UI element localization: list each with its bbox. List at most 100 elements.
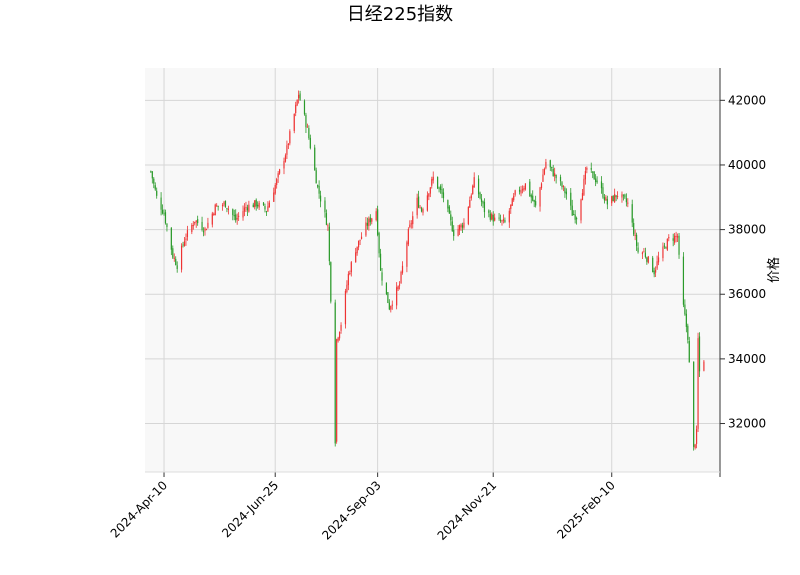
candle-body [533, 200, 535, 202]
candle-body [703, 361, 705, 371]
candle-body [492, 214, 494, 222]
candle-body [317, 185, 319, 187]
candle-body [682, 256, 685, 305]
candle-body [319, 195, 322, 202]
candle-body [334, 302, 336, 444]
candle-body [662, 246, 664, 259]
candle-body [576, 217, 578, 220]
candle-body [477, 178, 480, 195]
candle-body [358, 240, 360, 248]
candle-body [540, 183, 543, 188]
candle-body [432, 176, 434, 181]
y-tick-label: 32000 [728, 417, 766, 431]
candle-body [175, 258, 177, 265]
candle-body [469, 199, 471, 208]
candle-body [501, 220, 503, 222]
candle-body [235, 214, 237, 221]
candle-body [461, 225, 464, 228]
candle-body [242, 211, 244, 218]
candle-body [592, 171, 594, 173]
candle-body [612, 195, 614, 202]
candle-body [410, 223, 412, 225]
candle-body [441, 188, 443, 194]
candle-body [643, 251, 645, 253]
x-tick-label: 2025-Feb-10 [554, 478, 617, 541]
candle-body [378, 233, 380, 254]
candle-body [600, 181, 603, 189]
candle-body [530, 195, 532, 198]
chart-title: 日经225指数 [347, 4, 453, 25]
y-tick-label: 36000 [728, 287, 766, 301]
candle-body [160, 197, 162, 210]
candle-body [264, 206, 266, 210]
candle-body [470, 195, 472, 199]
candle-body [305, 114, 307, 128]
candle-body [615, 195, 617, 198]
candle-body [520, 190, 522, 194]
candle-body [153, 178, 155, 184]
candle-body [299, 93, 301, 101]
candle-body [397, 286, 399, 290]
candle-body [508, 210, 510, 223]
x-tick-label: 2024-Nov-21 [435, 478, 500, 543]
candle-body [450, 214, 452, 221]
candle-body [192, 225, 194, 227]
candle-body [614, 194, 616, 203]
candle-body [379, 253, 382, 271]
candle-body [166, 223, 168, 228]
candle-body [676, 236, 679, 238]
candle-body [279, 169, 281, 174]
candle-body [549, 160, 551, 168]
candle-body [366, 222, 368, 226]
candle-body [371, 218, 373, 222]
candle-body [695, 429, 698, 444]
candle-body [186, 230, 189, 238]
candle-body [406, 242, 408, 267]
candle-body [641, 252, 644, 255]
candle-body [391, 304, 393, 306]
candle-body [656, 261, 658, 269]
candle-body [555, 174, 557, 179]
candle-body [498, 217, 500, 219]
candle-body [385, 282, 388, 295]
candle-body [422, 209, 424, 213]
candle-body [606, 199, 608, 205]
candle-body [284, 155, 287, 162]
candle-body [211, 213, 213, 225]
candle-body [584, 171, 586, 180]
candle-body [248, 204, 250, 212]
candle-body [390, 306, 392, 310]
candle-body [369, 217, 371, 223]
candle-body [542, 174, 544, 182]
candle-body [447, 200, 449, 209]
candle-body [416, 197, 418, 216]
candle-body [684, 304, 686, 315]
x-tick-label: 2024-Jun-25 [219, 478, 281, 540]
candle-body [428, 193, 430, 197]
candle-body [580, 199, 582, 221]
candle-body [258, 202, 260, 208]
candle-body [195, 220, 197, 223]
candle-body [482, 201, 484, 204]
candle-body [204, 228, 206, 231]
candle-body [191, 224, 193, 233]
candle-body [245, 206, 247, 208]
candle-body [170, 227, 172, 250]
candle-body [458, 225, 461, 231]
candle-body [303, 100, 306, 115]
candle-body [217, 205, 219, 207]
grid [145, 68, 720, 472]
candle-body [442, 192, 445, 199]
candle-body [562, 185, 565, 187]
candle-body [571, 205, 573, 216]
candle-body [309, 137, 311, 149]
candle-body [631, 204, 633, 223]
candle-body [627, 202, 629, 204]
candle-body [581, 193, 584, 201]
candle-body [602, 187, 604, 198]
candle-body [586, 167, 588, 170]
candle-body [489, 213, 491, 220]
candle-body [287, 143, 289, 145]
candle-body [360, 236, 363, 239]
candle-body [202, 231, 205, 233]
